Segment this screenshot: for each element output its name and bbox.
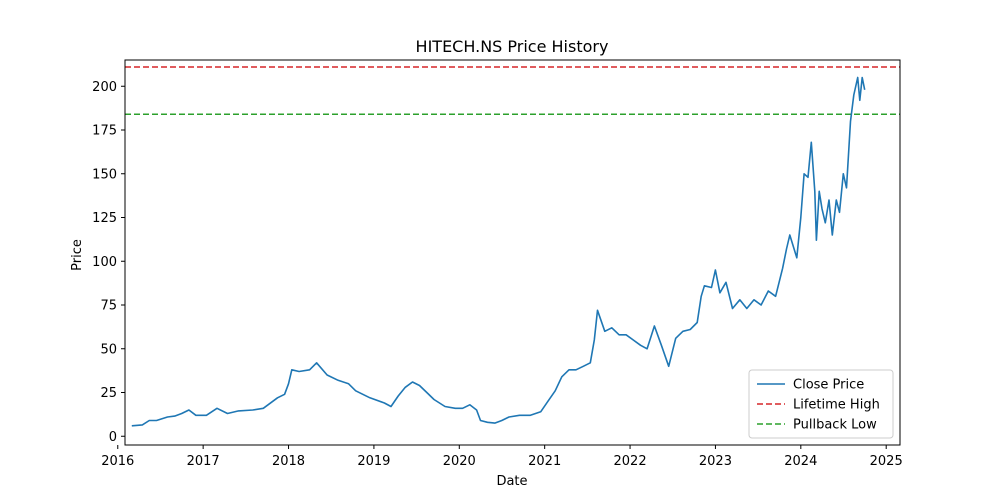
y-tick-label: 175 [92,124,117,139]
legend: Close Price Lifetime High Pullback Low [748,369,894,439]
x-tick-label: 2022 [614,454,647,469]
y-tick-label: 75 [100,299,117,314]
x-tick-label: 2020 [443,454,476,469]
x-tick-label: 2019 [357,454,390,469]
series-line-close-price [131,76,866,427]
plot-frame [124,59,901,446]
y-axis-title: Price [70,239,85,271]
x-tick-label: 2018 [272,454,305,469]
x-axis-title: Date [496,474,527,489]
x-tick-label: 2021 [528,454,561,469]
y-tick-label: 150 [92,167,117,182]
x-tick-label: 2016 [101,454,134,469]
y-tick-label: 25 [100,386,117,401]
plot-area: 2016 2017 2018 2019 2020 2021 2022 2023 2024 2025… [92,59,903,469]
y-tick-label: 200 [92,80,117,95]
y-tick-label: 100 [92,255,117,270]
legend-box [748,369,894,439]
chart-title: HITECH.NS Price History [416,37,609,56]
y-tick-label: 125 [92,211,117,226]
x-tick-label: 2025 [870,454,903,469]
legend-label: Close Price [793,378,864,393]
legend-label: Pullback Low [793,418,877,433]
y-tick-label: 0 [109,430,117,445]
x-tick-label: 2017 [187,454,220,469]
x-tick-label: 2023 [699,454,732,469]
x-tick-label: 2024 [784,454,817,469]
legend-label: Lifetime High [793,398,880,413]
y-tick-label: 50 [100,342,117,357]
